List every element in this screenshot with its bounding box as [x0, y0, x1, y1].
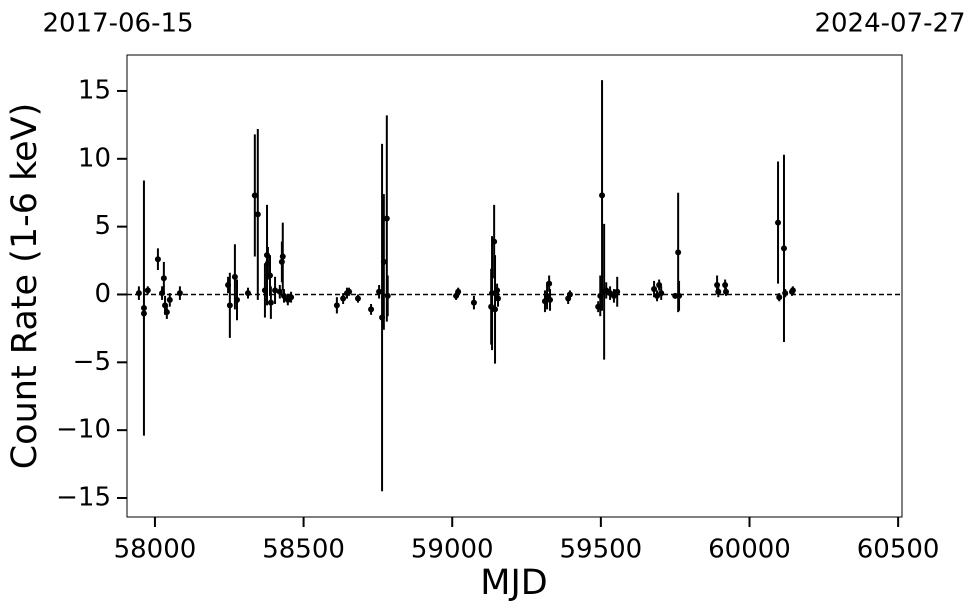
- y-tick-label: 15: [78, 75, 111, 105]
- data-point: [267, 299, 274, 306]
- data-point: [383, 215, 390, 222]
- data-point: [135, 290, 142, 297]
- data-point: [470, 299, 477, 306]
- data-point: [676, 292, 683, 299]
- data-point: [280, 292, 287, 299]
- y-tick-label: 5: [94, 211, 111, 241]
- data-point: [276, 288, 283, 295]
- data-point: [723, 288, 730, 295]
- data-point: [599, 192, 606, 199]
- data-point: [226, 302, 233, 309]
- data-point: [566, 291, 573, 298]
- x-tick-label: 59500: [559, 535, 642, 565]
- data-point: [231, 273, 238, 280]
- x-tick-label: 58000: [114, 535, 197, 565]
- data-point: [176, 290, 183, 297]
- data-point: [715, 288, 722, 295]
- data-point: [722, 281, 729, 288]
- data-point: [675, 249, 682, 256]
- y-axis-label: Count Rate (1-6 keV): [5, 103, 45, 470]
- data-point: [489, 290, 496, 297]
- data-point: [140, 310, 147, 317]
- x-tick-label: 60500: [857, 535, 940, 565]
- plot-frame: [126, 54, 903, 518]
- data-point: [547, 296, 554, 303]
- x-tick-label: 60000: [708, 535, 791, 565]
- x-axis-label: MJD: [480, 563, 547, 603]
- data-point: [233, 296, 240, 303]
- data-point: [376, 288, 383, 295]
- data-point: [254, 211, 261, 218]
- data-point: [251, 192, 258, 199]
- data-point: [610, 292, 617, 299]
- data-point: [333, 302, 340, 309]
- data-point: [288, 294, 295, 301]
- data-point: [340, 295, 347, 302]
- data-point: [455, 288, 462, 295]
- data-point: [614, 288, 621, 295]
- data-point: [495, 295, 502, 302]
- data-point: [491, 238, 498, 245]
- data-point: [658, 290, 665, 297]
- y-tick-label: −10: [56, 415, 111, 445]
- data-point: [144, 287, 151, 294]
- data-point: [163, 309, 170, 316]
- y-tick-label: −15: [56, 483, 111, 513]
- data-point: [266, 272, 273, 279]
- data-point: [651, 286, 658, 293]
- data-point: [780, 245, 787, 252]
- y-tick-label: 0: [94, 279, 111, 309]
- data-point: [492, 306, 499, 313]
- data-point: [776, 294, 783, 301]
- data-point: [546, 280, 553, 287]
- data-point: [154, 256, 161, 263]
- data-point: [354, 295, 361, 302]
- data-point: [789, 287, 796, 294]
- data-point: [346, 288, 353, 295]
- data-point: [782, 290, 789, 297]
- data-point: [279, 253, 286, 260]
- data-point: [166, 296, 173, 303]
- x-tick-label: 58500: [262, 535, 345, 565]
- data-point: [244, 290, 251, 297]
- data-point: [272, 287, 279, 294]
- end-date-label: 2024-07-27: [814, 9, 965, 39]
- start-date-label: 2017-06-15: [42, 9, 193, 39]
- data-point: [384, 292, 391, 299]
- y-tick-label: 10: [78, 143, 111, 173]
- data-point: [775, 219, 782, 226]
- data-point: [368, 306, 375, 313]
- y-tick-label: −5: [73, 347, 111, 377]
- x-tick-label: 59000: [411, 535, 494, 565]
- data-point: [380, 258, 387, 265]
- data-point: [160, 275, 167, 282]
